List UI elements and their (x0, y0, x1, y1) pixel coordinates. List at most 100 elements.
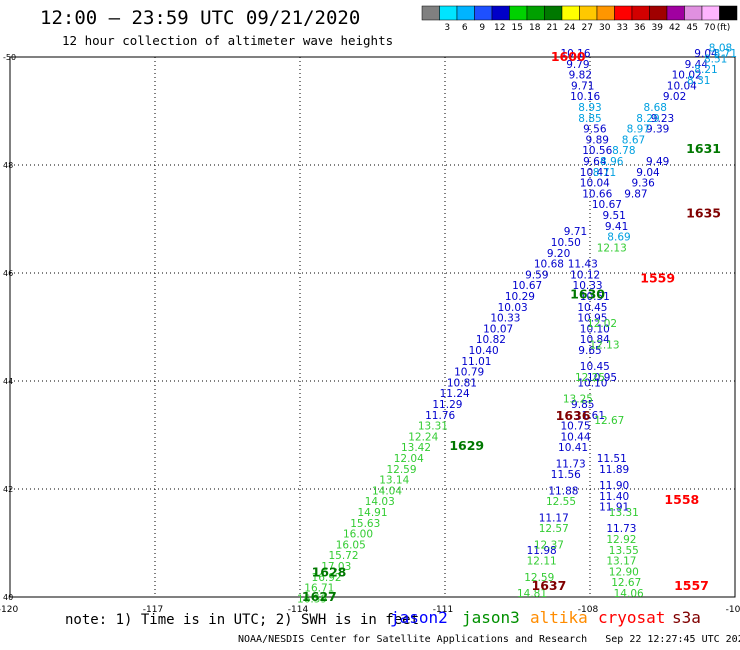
data-point-label: 9.23 (651, 113, 674, 125)
data-point-label: 9.02 (663, 91, 686, 103)
data-point-label: 11.76 (425, 410, 455, 422)
y-tick-label: 42 (3, 485, 13, 494)
colorbar-swatch (526, 5, 545, 21)
data-point-label: 12.67 (594, 415, 624, 427)
data-point-label: 9.49 (646, 156, 669, 168)
colorbar-swatch (684, 5, 703, 21)
data-point-label: 10.03 (498, 302, 528, 314)
colorbar-label: 6 (462, 23, 468, 33)
data-point-label: 12.13 (589, 340, 619, 352)
data-point-label: 10.50 (551, 237, 581, 249)
chart-title: 12:00 – 23:59 UTC 09/21/2020 (40, 7, 361, 29)
data-point-label: 16.00 (343, 529, 373, 541)
legend-jason3: jason3 (462, 608, 520, 627)
colorbar-swatch (579, 5, 598, 21)
colorbar-swatch (719, 5, 738, 21)
data-point-label: 12.11 (527, 556, 557, 568)
x-tick-label: -108 (578, 605, 599, 615)
data-point-label: 10.10 (580, 323, 610, 335)
data-point-label: 10.84 (580, 334, 610, 346)
data-point-label: 9.71 (564, 226, 587, 238)
colorbar-label: 27 (582, 23, 593, 33)
colorbar-swatch (456, 5, 475, 21)
data-point-label: 11.90 (599, 480, 629, 492)
data-point-label: 8.69 (607, 232, 630, 244)
pass-time-label: 1635 (686, 206, 721, 221)
colorbar-label: 45 (687, 23, 698, 33)
data-point-label: 11.51 (597, 453, 627, 465)
data-point-label: 10.12 (570, 269, 600, 281)
pass-time-label: 1627 (302, 589, 337, 604)
data-point-label: 10.82 (476, 334, 506, 346)
data-point-label: 13.31 (418, 421, 448, 433)
data-point-label: 10.81 (447, 377, 477, 389)
legend-altika: altika (530, 608, 588, 627)
data-point-label: 11.61 (575, 410, 605, 422)
data-point-label: 11.88 (548, 485, 578, 497)
data-point-label: 11.91 (599, 502, 629, 514)
data-point-label: 11.73 (606, 523, 636, 535)
data-point-label: 8.68 (644, 102, 667, 114)
data-point-label: 9.64 (583, 156, 607, 168)
colorbar-label: 18 (529, 23, 541, 33)
data-point-label: 8.71 (714, 48, 737, 60)
data-point-label: 10.41 (580, 167, 610, 179)
data-point-label: 8.93 (578, 102, 601, 114)
data-point-label: 9.20 (547, 248, 570, 260)
plot-frame (9, 56, 736, 598)
data-point-label: 12.59 (524, 572, 554, 584)
data-point-label: 12.04 (394, 453, 424, 465)
data-point-label: 8.31 (687, 75, 710, 87)
pass-time-label: 1636 (556, 408, 591, 423)
data-point-label: 9.51 (602, 210, 625, 222)
data-point-label: 10.44 (560, 431, 590, 443)
data-point-label: 11.24 (440, 388, 470, 400)
colorbar-swatch (596, 5, 615, 21)
colorbar-label: 42 (669, 23, 680, 33)
data-point-label: 9.71 (571, 80, 594, 92)
colorbar-label: 15 (512, 23, 523, 33)
colorbar-label: 9 (479, 23, 485, 33)
chart-subtitle: 12 hour collection of altimeter wave hei… (62, 33, 394, 48)
data-point-label: 8.71 (593, 167, 616, 179)
data-point-label: 8.97 (627, 124, 650, 136)
data-point-label: 12.67 (611, 577, 641, 589)
x-tick-label: -120 (0, 605, 18, 615)
data-point-label: 10.04 (580, 178, 610, 190)
colorbar-label: 24 (564, 23, 576, 33)
data-point-label: 10.75 (560, 421, 590, 433)
colorbar-swatch (649, 5, 668, 21)
data-point-label: 15.72 (328, 550, 358, 562)
y-tick-label: 44 (3, 377, 13, 386)
data-point-label: 10.66 (582, 188, 612, 200)
colorbar-swatch (439, 5, 458, 21)
data-point-label: 8.08 (709, 43, 732, 55)
pass-time-label: 1628 (312, 565, 347, 580)
colorbar-label: 30 (599, 23, 611, 33)
data-point-label: 16.05 (336, 539, 366, 551)
pass-time-label: 1630 (570, 287, 605, 302)
data-point-label: 10.16 (560, 48, 590, 60)
data-point-label: 17.03 (321, 561, 351, 573)
data-point-label: 10.56 (582, 145, 612, 157)
colorbar-swatch (544, 5, 563, 21)
colorbar-swatch (631, 5, 650, 21)
data-point-label: 11.40 (599, 491, 629, 503)
data-point-label: 8.67 (622, 134, 645, 146)
data-point-label: 9.04 (694, 48, 718, 60)
data-point-label: 12.24 (408, 431, 438, 443)
data-point-label: 12.90 (609, 566, 639, 578)
y-tick-label: 48 (3, 161, 13, 170)
data-point-label: 10.51 (580, 291, 610, 303)
data-point-label: 9.39 (646, 124, 669, 136)
colorbar-label: 3 (444, 23, 450, 33)
data-point-label: 14.06 (614, 588, 644, 600)
data-point-label: 10.29 (505, 291, 535, 303)
data-point-label: 10.33 (490, 313, 520, 325)
data-point-label: 14.04 (372, 485, 402, 497)
colorbar-swatch (491, 5, 510, 21)
data-point-label: 9.89 (586, 134, 609, 146)
data-point-label: 8.78 (612, 145, 635, 157)
data-point-label: 9.85 (571, 399, 594, 411)
